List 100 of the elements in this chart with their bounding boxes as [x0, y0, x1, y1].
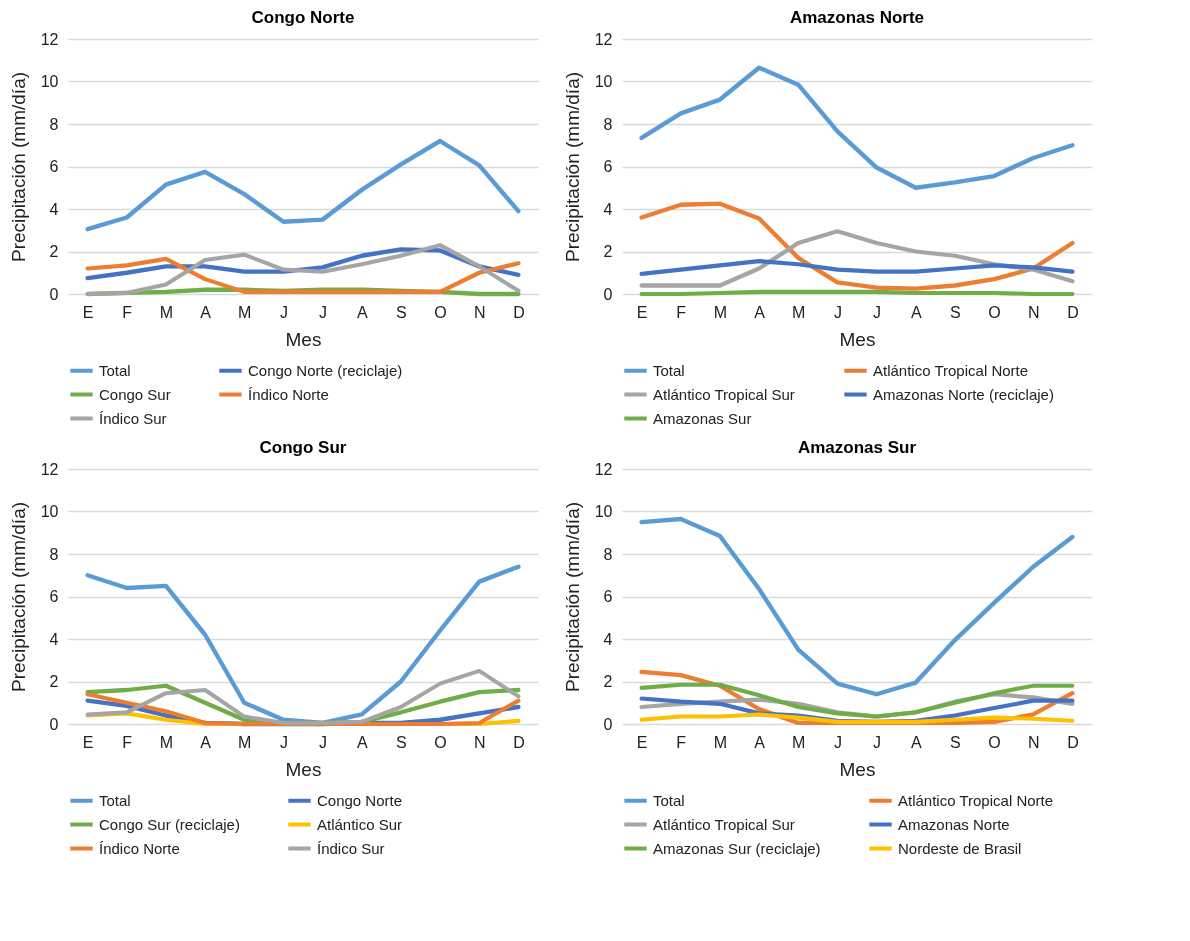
legend-label: Índico Sur	[317, 839, 385, 857]
x-tick-label: A	[754, 733, 766, 751]
line-series	[639, 682, 1075, 719]
legend-label: Amazonas Norte	[898, 815, 1010, 833]
y-tick-label: 0	[603, 285, 613, 303]
x-axis-title: Mes	[839, 328, 876, 350]
x-tick-label: A	[356, 303, 368, 321]
line-series	[85, 256, 521, 294]
x-axis-title: Mes	[285, 758, 322, 780]
x-tick-label: S	[950, 303, 961, 321]
x-tick-label: A	[356, 733, 368, 751]
legend-label: Total	[99, 791, 131, 809]
x-tick-label: A	[910, 303, 922, 321]
legend-label: Congo Norte (reciclaje)	[248, 361, 403, 379]
y-tick-label: 10	[40, 503, 59, 520]
x-tick-label: D	[1067, 733, 1079, 751]
y-tick-label: 12	[40, 30, 59, 48]
y-axis-title: Precipitación (mm/día)	[561, 501, 583, 693]
legend-label: Índico Norte	[248, 385, 329, 403]
x-tick-label: J	[833, 733, 842, 751]
chart-title: Congo Norte	[251, 8, 355, 27]
x-tick-label: A	[910, 733, 922, 751]
y-axis-title: Precipitación (mm/día)	[7, 501, 29, 693]
y-tick-label: 6	[49, 588, 59, 605]
legend-label: Índico Sur	[99, 409, 167, 427]
x-tick-label: N	[473, 733, 486, 751]
y-tick-label: 10	[594, 503, 613, 520]
x-tick-label: A	[200, 303, 212, 321]
x-tick-label: J	[833, 303, 842, 321]
line-series	[639, 258, 1075, 276]
legend-label: Atlántico Sur	[317, 815, 403, 833]
y-tick-label: 6	[603, 588, 613, 605]
x-tick-label: F	[122, 733, 133, 751]
legend-label: Congo Sur (reciclaje)	[99, 815, 240, 833]
y-tick-label: 4	[603, 200, 613, 218]
legend-label: Amazonas Norte (reciclaje)	[873, 385, 1054, 403]
x-tick-label: J	[279, 303, 288, 321]
x-tick-label: M	[792, 303, 806, 321]
y-tick-label: 12	[594, 460, 613, 478]
x-tick-label: F	[676, 303, 687, 321]
y-tick-label: 8	[49, 545, 59, 563]
x-tick-label: E	[82, 733, 94, 751]
x-tick-label: F	[122, 303, 133, 321]
x-tick-label: E	[636, 303, 648, 321]
x-tick-label: J	[319, 733, 328, 751]
x-axis-title: Mes	[285, 328, 322, 350]
y-tick-label: 6	[49, 158, 59, 175]
line-series	[639, 712, 1075, 724]
x-tick-label: N	[1027, 733, 1040, 751]
legend-label: Amazonas Sur	[653, 409, 752, 427]
y-tick-label: 4	[49, 630, 59, 648]
x-tick-label: M	[159, 733, 174, 751]
y-tick-label: 10	[594, 73, 613, 90]
x-tick-label: N	[473, 303, 486, 321]
y-tick-label: 2	[603, 243, 613, 260]
x-tick-label: O	[434, 303, 447, 321]
chart-title: Amazonas Norte	[789, 8, 925, 27]
x-tick-label: N	[1027, 303, 1040, 321]
y-tick-label: 2	[603, 673, 613, 690]
y-tick-label: 12	[40, 460, 59, 478]
line-series	[85, 243, 521, 297]
legend-label: Atlántico Tropical Sur	[653, 385, 795, 403]
x-tick-label: E	[636, 733, 648, 751]
x-tick-label: J	[319, 303, 328, 321]
x-tick-label: A	[200, 733, 212, 751]
legend-label: Congo Norte	[317, 791, 403, 809]
x-axis-title: Mes	[839, 758, 876, 780]
x-tick-label: S	[950, 733, 961, 751]
x-tick-label: D	[513, 303, 525, 321]
y-axis-title: Precipitación (mm/día)	[561, 71, 583, 263]
y-tick-label: 0	[49, 285, 59, 303]
x-tick-label: A	[754, 303, 766, 321]
y-tick-label: 8	[49, 115, 59, 133]
y-tick-label: 0	[49, 715, 59, 733]
legend-label: Atlántico Tropical Sur	[653, 815, 795, 833]
line-series	[639, 65, 1075, 190]
legend-label: Total	[653, 791, 685, 809]
x-tick-label: M	[713, 733, 728, 751]
legend-label: Atlántico Tropical Norte	[873, 361, 1029, 379]
x-tick-label: S	[396, 733, 407, 751]
x-tick-label: E	[82, 303, 94, 321]
y-tick-label: 8	[603, 545, 613, 563]
legend-label: Congo Sur	[99, 385, 171, 403]
x-tick-label: F	[676, 733, 687, 751]
legend-label: Atlántico Tropical Norte	[898, 791, 1054, 809]
x-tick-label: J	[873, 303, 882, 321]
line-series	[85, 668, 521, 725]
x-tick-label: D	[513, 733, 525, 751]
line-series	[639, 201, 1075, 291]
legend-label: Total	[653, 361, 685, 379]
x-tick-label: O	[988, 303, 1001, 321]
legend-label: Total	[99, 361, 131, 379]
y-tick-label: 2	[49, 673, 59, 690]
chart-title: Congo Sur	[259, 438, 347, 457]
legend-label: Amazonas Sur (reciclaje)	[653, 839, 821, 857]
y-tick-label: 2	[49, 243, 59, 260]
y-tick-label: 0	[603, 715, 613, 733]
x-tick-label: M	[159, 303, 174, 321]
x-tick-label: J	[873, 733, 882, 751]
legend-label: Nordeste de Brasil	[898, 839, 1022, 857]
